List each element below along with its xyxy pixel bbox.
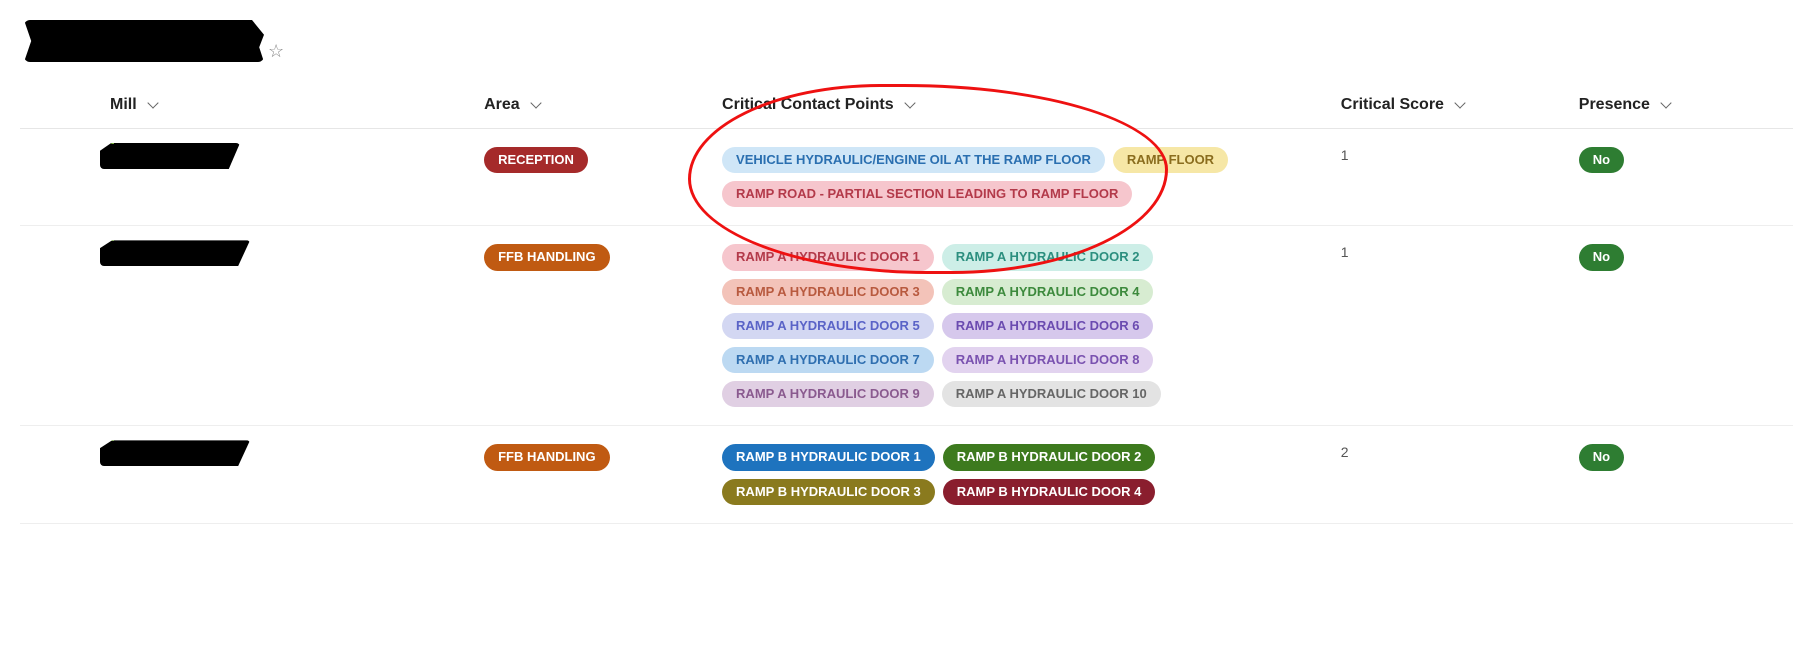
ccp-pill[interactable]: VEHICLE HYDRAULIC/ENGINE OIL AT THE RAMP… (722, 147, 1105, 173)
ccp-pill[interactable]: RAMP ROAD - PARTIAL SECTION LEADING TO R… (722, 181, 1132, 207)
cell-area: FFB HANDLING (484, 226, 722, 426)
score-value: 1 (1341, 240, 1349, 260)
cell-area: FFB HANDLING (484, 426, 722, 523)
col-header-score-label: Critical Score (1341, 96, 1444, 113)
col-header-mill[interactable]: Mill (20, 82, 484, 129)
cell-ccp: RAMP B HYDRAULIC DOOR 1 RAMP B HYDRAULIC … (722, 426, 1341, 523)
area-pill[interactable]: FFB HANDLING (484, 244, 610, 270)
table-row[interactable]: FFB HANDLINGRAMP A HYDRAULIC DOOR 1RAMP … (20, 226, 1793, 426)
table-row[interactable]: FFB HANDLINGRAMP B HYDRAULIC DOOR 1RAMP … (20, 426, 1793, 523)
score-value: 2 (1341, 440, 1349, 460)
presence-pill[interactable]: No (1579, 444, 1624, 470)
chevron-down-icon (1456, 99, 1466, 109)
ccp-pill[interactable]: RAMP FLOOR (1113, 147, 1228, 173)
table-row[interactable]: RECEPTION VEHICLE HYDRAULIC/ENGINE OIL AT… (20, 129, 1793, 226)
cell-mill (20, 129, 484, 226)
cell-ccp: RAMP A HYDRAULIC DOOR 1 RAMP A HYDRAULIC … (722, 226, 1341, 426)
mill-name-redacted (100, 240, 250, 266)
table-header-row: Mill Area Critical Contact Points Critic… (20, 82, 1793, 129)
contact-points-table: Mill Area Critical Contact Points Critic… (20, 82, 1793, 524)
area-pill[interactable]: RECEPTION (484, 147, 588, 173)
chevron-down-icon (149, 99, 159, 109)
col-header-area[interactable]: Area (484, 82, 722, 129)
col-header-presence-label: Presence (1579, 96, 1650, 113)
ccp-pill[interactable]: RAMP B HYDRAULIC DOOR 4 (943, 479, 1156, 505)
chevron-down-icon (906, 99, 916, 109)
col-header-score[interactable]: Critical Score (1341, 82, 1579, 129)
ccp-pill[interactable]: RAMP B HYDRAULIC DOOR 3 (722, 479, 935, 505)
chevron-down-icon (1662, 99, 1672, 109)
ccp-pill[interactable]: RAMP B HYDRAULIC DOOR 1 (722, 444, 935, 470)
cell-score: 1 (1341, 226, 1579, 426)
col-header-ccp[interactable]: Critical Contact Points (722, 82, 1341, 129)
presence-pill[interactable]: No (1579, 244, 1624, 270)
cell-score: 2 (1341, 426, 1579, 523)
ccp-pill[interactable]: RAMP A HYDRAULIC DOOR 9 (722, 381, 934, 407)
score-value: 1 (1341, 143, 1349, 163)
ccp-pill[interactable]: RAMP A HYDRAULIC DOOR 4 (942, 279, 1154, 305)
ccp-pill[interactable]: RAMP A HYDRAULIC DOOR 6 (942, 313, 1154, 339)
col-header-ccp-label: Critical Contact Points (722, 96, 894, 113)
area-pill[interactable]: FFB HANDLING (484, 444, 610, 470)
ccp-pill[interactable]: RAMP B HYDRAULIC DOOR 2 (943, 444, 1156, 470)
cell-mill (20, 226, 484, 426)
ccp-pill[interactable]: RAMP A HYDRAULIC DOOR 10 (942, 381, 1161, 407)
col-header-mill-label: Mill (110, 96, 137, 113)
cell-ccp: VEHICLE HYDRAULIC/ENGINE OIL AT THE RAMP… (722, 129, 1341, 226)
mill-name-redacted (100, 440, 250, 466)
ccp-pill[interactable]: RAMP A HYDRAULIC DOOR 3 (722, 279, 934, 305)
cell-area: RECEPTION (484, 129, 722, 226)
cell-score: 1 (1341, 129, 1579, 226)
cell-presence: No (1579, 129, 1793, 226)
mill-name-redacted (100, 143, 240, 169)
chevron-down-icon (532, 99, 542, 109)
ccp-pill[interactable]: RAMP A HYDRAULIC DOOR 2 (942, 244, 1154, 270)
ccp-pill[interactable]: RAMP A HYDRAULIC DOOR 5 (722, 313, 934, 339)
favorite-star-icon[interactable]: ☆ (268, 41, 284, 62)
cell-presence: No (1579, 226, 1793, 426)
presence-pill[interactable]: No (1579, 147, 1624, 173)
cell-presence: No (1579, 426, 1793, 523)
col-header-presence[interactable]: Presence (1579, 82, 1793, 129)
ccp-pill[interactable]: RAMP A HYDRAULIC DOOR 7 (722, 347, 934, 373)
ccp-pill[interactable]: RAMP A HYDRAULIC DOOR 8 (942, 347, 1154, 373)
ccp-pill[interactable]: RAMP A HYDRAULIC DOOR 1 (722, 244, 934, 270)
page-title-redacted (24, 20, 264, 62)
col-header-area-label: Area (484, 96, 520, 113)
cell-mill (20, 426, 484, 523)
